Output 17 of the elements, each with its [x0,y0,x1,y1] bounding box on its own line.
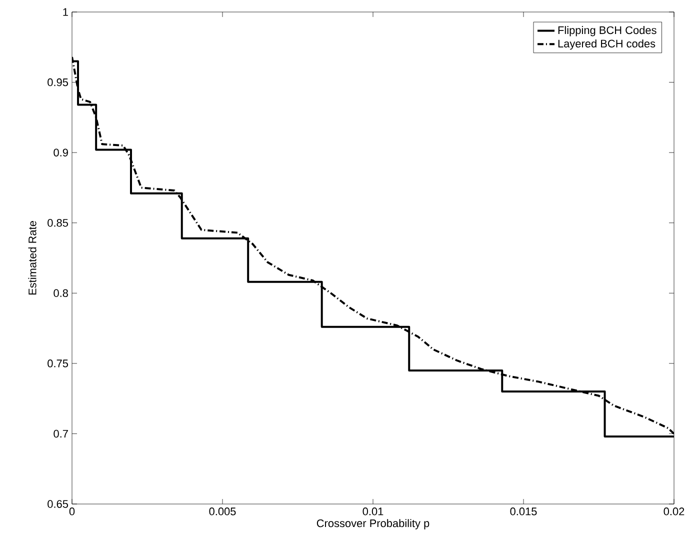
x-axis-title: Crossover Probability p [316,519,430,530]
x-tick-label: 0.01 [362,508,384,516]
x-tick-label: 0 [69,508,75,516]
y-tick-label: 0.9 [54,148,68,156]
legend-label: Flipping BCH Codes [558,26,656,36]
legend-label: Layered BCH codes [558,39,656,50]
x-tick-label: 0.005 [209,508,236,516]
y-tick-label: 0.75 [48,360,68,368]
y-tick-label: 0.8 [54,289,68,298]
y-tick-label: 0.65 [48,500,68,508]
y-tick-label: 0.7 [54,430,68,438]
y-tick-label: 0.85 [48,218,68,227]
y-tick-label: 1 [63,8,68,16]
x-tick-label: 0.02 [664,508,684,516]
x-tick-label: 0.015 [510,508,537,516]
y-axis-title: Estimated Rate [28,221,36,295]
y-tick-label: 0.95 [48,78,68,86]
